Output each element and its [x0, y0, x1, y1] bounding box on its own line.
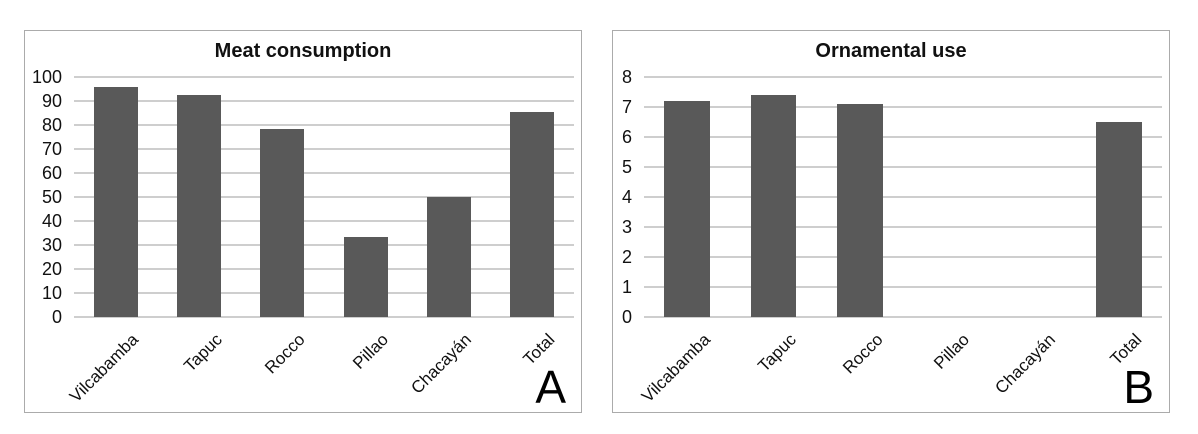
gridline	[644, 136, 1162, 138]
gridline	[74, 76, 574, 78]
y-axis: 0 10 20 30 40 50 60 70 80 90 100	[25, 68, 64, 326]
gridline	[74, 148, 574, 150]
bar-slot	[730, 77, 816, 317]
y-tick-label: 8	[621, 67, 632, 87]
bar-slot	[74, 77, 157, 317]
chart-title: Ornamental use	[815, 40, 967, 62]
y-tick-label: 6	[621, 127, 632, 147]
chart-panel-meat-consumption: Meat consumption 0 10 20 30 40 50 60 70 80 90 100 …	[24, 30, 582, 413]
y-tick-label: 30	[41, 235, 62, 255]
y-tick-label: 4	[621, 187, 632, 207]
bar-slot	[989, 77, 1075, 317]
bar-total	[510, 111, 555, 317]
gridline	[644, 286, 1162, 288]
y-tick-label: 20	[41, 259, 62, 279]
x-category-label: Tapuc	[754, 330, 800, 376]
gridlines	[74, 76, 574, 318]
y-tick-label: 3	[621, 217, 632, 237]
y-tick-label: 50	[41, 187, 62, 207]
panel-letter-b: B	[1123, 361, 1154, 413]
bar-chacayán	[426, 197, 472, 317]
bar-vilcabamba	[93, 86, 138, 317]
x-category-label: Rocco	[838, 330, 887, 378]
bar-slot	[157, 77, 240, 317]
bar-slot	[407, 77, 490, 317]
x-category-label: Vilcabamba	[66, 330, 143, 407]
gridline	[644, 316, 1162, 318]
x-category-label: Pillao	[349, 330, 393, 373]
y-tick-label: 5	[621, 157, 632, 177]
x-category-label: Tapuc	[179, 330, 226, 376]
bar-vilcabamba	[664, 101, 711, 317]
chart-title: Meat consumption	[214, 40, 392, 62]
x-category-label: Chacayán	[991, 330, 1059, 398]
x-category-label: Pillao	[929, 330, 973, 373]
gridline	[644, 166, 1162, 168]
y-tick-label: 80	[41, 115, 62, 135]
bar-tapuc	[750, 95, 797, 317]
y-tick-label: 100	[31, 67, 62, 87]
y-tick-label: 1	[621, 277, 632, 297]
gridline	[74, 244, 574, 246]
y-tick-label: 60	[41, 163, 62, 183]
y-tick-label: 0	[51, 307, 62, 327]
gridline	[74, 220, 574, 222]
panel-letter-a: A	[535, 361, 566, 413]
bar-tapuc	[176, 95, 222, 317]
gridline	[74, 196, 574, 198]
y-tick-label: 0	[621, 307, 632, 327]
gridline	[644, 196, 1162, 198]
y-tick-label: 2	[621, 247, 632, 267]
gridlines	[644, 76, 1162, 318]
gridline	[74, 124, 574, 126]
chart-panel-ornamental-use: Ornamental use 0 1 2 3 4 5 6 7 8 Vilcabamba Tapuc…	[612, 30, 1170, 413]
bar-slot	[903, 77, 989, 317]
gridline	[74, 292, 574, 294]
x-axis-labels: Vilcabamba Tapuc Rocco Pillao Chacayán Total	[66, 330, 574, 410]
plot-area	[644, 76, 1162, 318]
gridline	[644, 226, 1162, 228]
x-category-label: Rocco	[261, 330, 309, 378]
y-tick-label: 40	[41, 211, 62, 231]
bar-pillao	[343, 236, 388, 317]
gridline	[644, 76, 1162, 78]
bar-rocco	[836, 104, 883, 317]
y-tick-label: 10	[41, 283, 62, 303]
bar-slot	[241, 77, 324, 317]
y-tick-label: 7	[621, 97, 632, 117]
gridline	[74, 316, 574, 318]
x-category-label: Chacayán	[407, 330, 476, 398]
y-axis: 0 1 2 3 4 5 6 7 8	[613, 68, 634, 326]
gridline	[74, 100, 574, 102]
gridline	[644, 106, 1162, 108]
bar-series	[644, 77, 1162, 317]
bar-series	[74, 77, 574, 317]
bar-rocco	[260, 128, 305, 317]
x-category-label: Vilcabamba	[637, 330, 714, 407]
bar-total	[1095, 122, 1142, 317]
x-axis-labels: Vilcabamba Tapuc Rocco Pillao Chacayán Total	[638, 330, 1162, 410]
bar-slot	[817, 77, 903, 317]
bar-slot	[491, 77, 574, 317]
bar-slot	[644, 77, 730, 317]
gridline	[644, 256, 1162, 258]
gridline	[74, 268, 574, 270]
y-tick-label: 90	[41, 91, 62, 111]
gridline	[74, 172, 574, 174]
y-tick-label: 70	[41, 139, 62, 159]
plot-area	[74, 76, 574, 318]
bar-slot	[324, 77, 407, 317]
bar-slot	[1076, 77, 1162, 317]
